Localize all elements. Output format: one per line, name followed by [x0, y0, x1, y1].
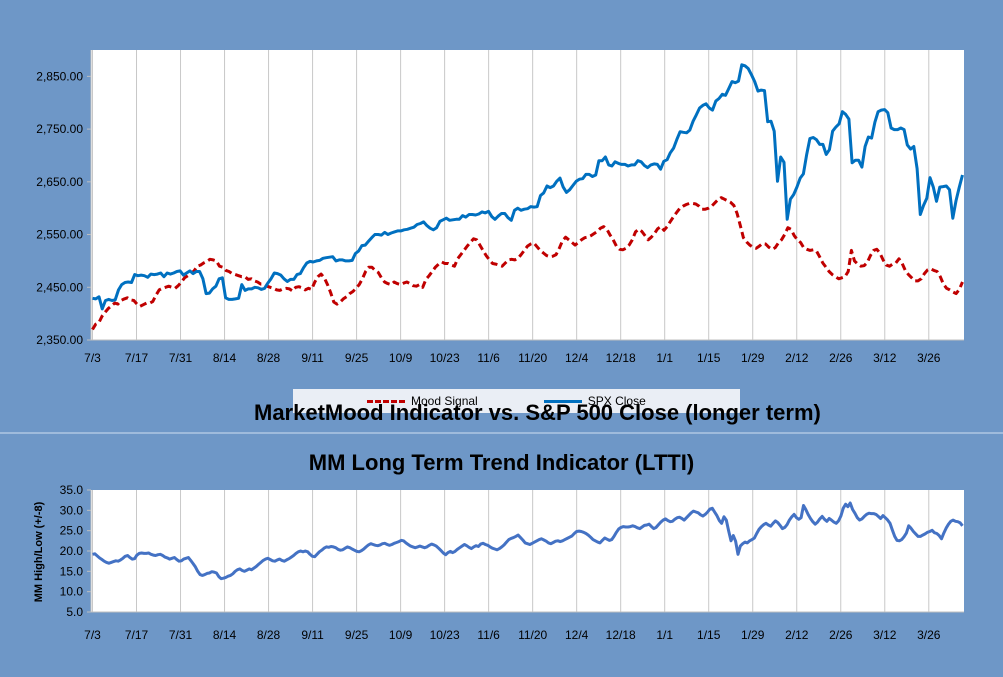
x-tick-label: 11/6 [477, 628, 500, 642]
x-tick-label: 8/28 [257, 351, 281, 365]
y-tick-label: 35.0 [60, 483, 84, 497]
x-tick-label: 3/12 [873, 351, 897, 365]
legend-label-mood-signal: Mood Signal [411, 394, 478, 408]
spx-mood-chart-panel: 2,350.00 2,450.00 2,550.00 2,650.00 2,750.00… [36, 50, 964, 365]
ltti-chart: 5.0 10.0 15.0 20.0 25.0 30.0 35.0 7/3 7/17 7/31 8… [33, 483, 964, 642]
x-tick-label: 12/18 [606, 351, 636, 365]
x-tick-label: 2/26 [829, 628, 853, 642]
panel-divider [0, 432, 1003, 434]
y-tick-label: 2,550.00 [36, 228, 83, 242]
y-tick-label: 2,350.00 [36, 333, 83, 347]
x-tick-label: 9/25 [345, 351, 369, 365]
mood-signal-swatch [367, 399, 405, 403]
y-tick-label: 5.0 [66, 605, 83, 619]
x-tick-label: 7/31 [169, 351, 193, 365]
main-chart-title: MarketMood Indicator vs. S&P 500 Close (… [254, 400, 821, 425]
chart-legend: Mood Signal SPX Close [293, 389, 740, 413]
x-tick-label: 7/3 [84, 628, 101, 642]
x-tick-label: 11/6 [477, 351, 500, 365]
x-tick-label: 7/31 [169, 628, 193, 642]
x-tick-label: 12/4 [565, 351, 589, 365]
x-tick-label: 12/4 [565, 628, 589, 642]
x-tick-label: 2/12 [785, 628, 809, 642]
y-tick-label: 2,750.00 [36, 122, 83, 136]
ltti-plot-area [91, 490, 964, 612]
x-tick-label: 2/26 [829, 351, 853, 365]
x-tick-label: 1/29 [741, 351, 765, 365]
x-tick-label: 1/1 [656, 628, 673, 642]
x-tick-label: 3/26 [917, 628, 941, 642]
legend-label-spx-close: SPX Close [587, 394, 646, 408]
x-tick-label: 12/18 [606, 628, 636, 642]
x-tick-label: 11/20 [518, 351, 547, 365]
legend-item-spx-close: SPX Close [478, 394, 646, 408]
x-tick-label: 1/15 [697, 628, 721, 642]
legend-item-mood-signal: Mood Signal [293, 394, 478, 408]
x-tick-label: 1/29 [741, 628, 765, 642]
y-tick-label: 30.0 [60, 503, 84, 517]
y-tick-label: 2,450.00 [36, 280, 83, 294]
x-tick-label: 10/9 [389, 628, 413, 642]
y-tick-label: 20.0 [60, 544, 84, 558]
y-tick-label: 2,650.00 [36, 175, 83, 189]
y-tick-label: 10.0 [60, 585, 84, 599]
x-tick-label: 8/28 [257, 628, 281, 642]
x-tick-label: 1/15 [697, 351, 721, 365]
x-tick-label: 3/26 [917, 351, 941, 365]
x-tick-label: 10/23 [430, 351, 460, 365]
y-tick-label: 2,850.00 [36, 69, 83, 83]
x-tick-label: 11/20 [518, 628, 547, 642]
y-tick-label: 25.0 [60, 524, 84, 538]
x-tick-label: 7/3 [84, 351, 101, 365]
mood-signal-line [91, 196, 964, 331]
ltti-chart-panel: 5.0 10.0 15.0 20.0 25.0 30.0 35.0 7/3 7/17 7/31 8… [0, 434, 1003, 672]
x-tick-label: 8/14 [213, 351, 237, 365]
spx-close-swatch [543, 399, 582, 403]
x-tick-label: 3/12 [873, 628, 897, 642]
x-tick-label: 8/14 [213, 628, 237, 642]
ltti-chart-title: MM Long Term Trend Indicator (LTTI) [308, 450, 695, 475]
plot-area [91, 50, 964, 340]
ltti-y-axis-label: MM High/Low (+/-8) [33, 501, 45, 602]
x-tick-label: 7/17 [125, 628, 149, 642]
x-tick-label: 10/9 [389, 351, 413, 365]
spx-mood-chart: 2,350.00 2,450.00 2,550.00 2,650.00 2,750.00… [36, 50, 964, 365]
ltti-line [92, 501, 964, 581]
x-tick-label: 2/12 [785, 351, 809, 365]
x-tick-label: 1/1 [656, 351, 673, 365]
y-tick-label: 15.0 [60, 564, 84, 578]
x-tick-label: 9/11 [301, 351, 324, 365]
x-tick-label: 9/11 [301, 628, 324, 642]
x-tick-label: 9/25 [345, 628, 369, 642]
x-tick-label: 7/17 [125, 351, 149, 365]
spx-close-line [92, 63, 964, 311]
x-tick-label: 10/23 [430, 628, 460, 642]
